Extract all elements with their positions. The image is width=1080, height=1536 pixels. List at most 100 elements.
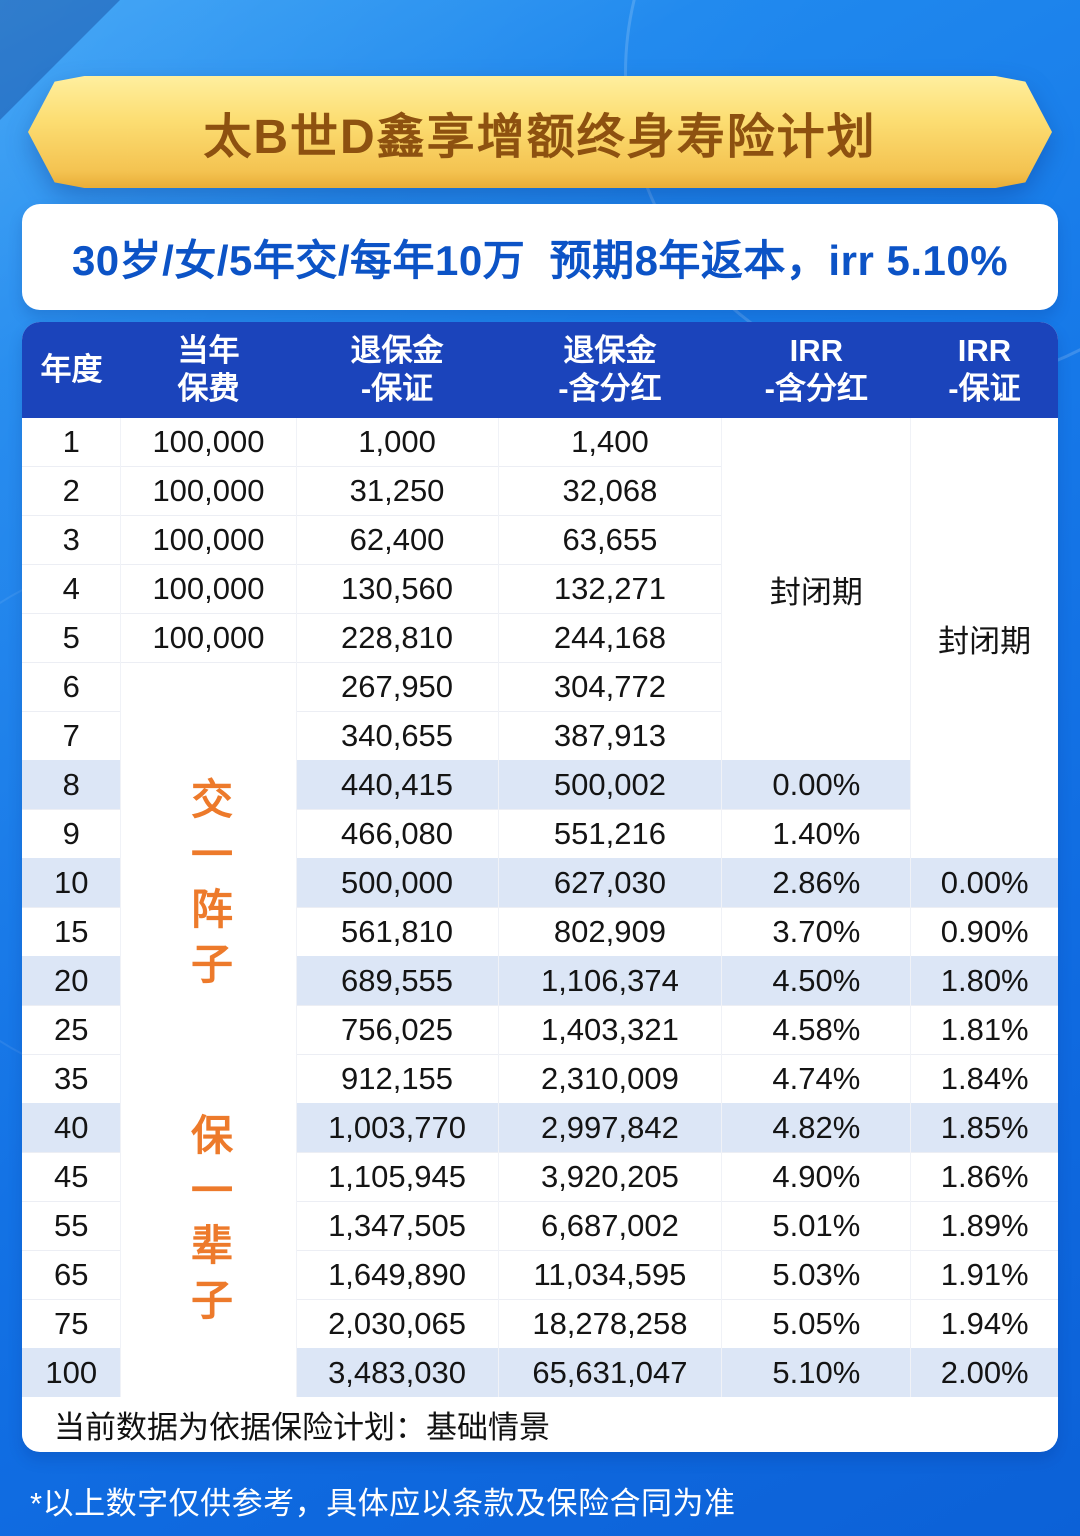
cell-surrender-dividend: 132,271: [497, 564, 722, 614]
cell-surrender-guaranteed: 1,649,890: [295, 1250, 499, 1300]
cell-surrender-guaranteed: 500,000: [295, 858, 499, 908]
cell-irr-guaranteed: 1.89%: [910, 1201, 1058, 1251]
cell-irr-guaranteed: 1.80%: [910, 956, 1058, 1006]
cell-irr-guaranteed: 1.85%: [910, 1103, 1058, 1153]
table-row: 6 交一阵子 保一辈子 267,950 304,772: [22, 662, 1058, 1397]
cell-surrender-dividend: 3,920,205: [497, 1152, 722, 1202]
cell-year: 9: [22, 809, 121, 859]
cell-year: 40: [22, 1103, 121, 1153]
cell-irr-dividend: 4.90%: [721, 1152, 911, 1202]
benefit-table: 年度 当年 保费 退保金 -保证 退保金 -含分红 IRR -含分红 IRR -…: [22, 322, 1058, 1397]
table-row: 15 561,810 802,909 3.70% 0.90%: [22, 907, 1058, 957]
cell-irr-guaranteed: 1.86%: [910, 1152, 1058, 1202]
table-row: 9 466,080 551,216 1.40%: [22, 809, 1058, 859]
cell-surrender-guaranteed: 228,810: [295, 613, 499, 663]
cell-premium: 100,000: [120, 515, 297, 565]
cell-irr-guaranteed: 1.81%: [910, 1005, 1058, 1055]
cell-year: 75: [22, 1299, 121, 1349]
cell-irr-dividend: 1.40%: [721, 809, 911, 859]
cell-surrender-dividend: 32,068: [497, 466, 722, 516]
disclaimer-note: *以上数字仅供参考，具体应以条款及保险合同为准: [30, 1486, 736, 1521]
cell-surrender-guaranteed: 1,105,945: [295, 1152, 499, 1202]
cell-surrender-dividend: 802,909: [497, 907, 722, 957]
header-surrender-guaranteed: 退保金 -保证: [296, 322, 499, 418]
table-row: 40 1,003,770 2,997,842 4.82% 1.85%: [22, 1103, 1058, 1153]
cell-surrender-guaranteed: 31,250: [295, 466, 499, 516]
table-row: 45 1,105,945 3,920,205 4.90% 1.86%: [22, 1152, 1058, 1202]
cell-surrender-dividend: 63,655: [497, 515, 722, 565]
cell-surrender-dividend: 6,687,002: [497, 1201, 722, 1251]
cell-irr-guaranteed: 1.84%: [910, 1054, 1058, 1104]
cell-year: 55: [22, 1201, 121, 1251]
plan-title-banner: 太B世D鑫享增额终身寿险计划: [28, 76, 1052, 188]
table-row: 1 100,000 1,000 1,400 封闭期 封闭期: [22, 418, 1058, 859]
cell-year: 10: [22, 858, 121, 908]
table-row: 20 689,555 1,106,374 4.50% 1.80%: [22, 956, 1058, 1006]
cell-premium: 100,000: [120, 564, 297, 614]
cell-surrender-guaranteed: 1,000: [295, 418, 499, 467]
table-row: 7 340,655 387,913: [22, 711, 1058, 761]
cell-closed-period-irr-dividend: 封闭期: [721, 418, 911, 761]
cell-year: 6: [22, 662, 121, 712]
cell-surrender-guaranteed: 3,483,030: [295, 1348, 499, 1397]
header-irr-guaranteed: IRR -保证: [910, 322, 1058, 418]
header-annual-premium: 当年 保费: [120, 322, 297, 418]
cell-irr-dividend: 2.86%: [721, 858, 911, 908]
cell-irr-dividend: 5.01%: [721, 1201, 911, 1251]
cell-year: 5: [22, 613, 121, 663]
cell-surrender-guaranteed: 1,003,770: [295, 1103, 499, 1153]
cell-surrender-guaranteed: 912,155: [295, 1054, 499, 1104]
cell-surrender-dividend: 18,278,258: [497, 1299, 722, 1349]
cell-surrender-dividend: 11,034,595: [497, 1250, 722, 1300]
premium-phase-label-pay: 交一阵子: [185, 777, 233, 997]
plan-title-ribbon: 太B世D鑫享增额终身寿险计划: [28, 76, 1052, 188]
cell-irr-guaranteed: 1.91%: [910, 1250, 1058, 1300]
scenario-note: 当前数据为依据保险计划：基础情景: [22, 1397, 1058, 1451]
cell-surrender-guaranteed: 2,030,065: [295, 1299, 499, 1349]
cell-irr-guaranteed: 2.00%: [910, 1348, 1058, 1397]
table-row: 55 1,347,505 6,687,002 5.01% 1.89%: [22, 1201, 1058, 1251]
cell-surrender-dividend: 551,216: [497, 809, 722, 859]
cell-surrender-dividend: 387,913: [497, 711, 722, 761]
cell-irr-dividend: 3.70%: [721, 907, 911, 957]
cell-year: 4: [22, 564, 121, 614]
cell-surrender-guaranteed: 267,950: [295, 662, 499, 712]
cell-irr-guaranteed: 1.94%: [910, 1299, 1058, 1349]
table-row: 8 440,415 500,002 0.00%: [22, 760, 1058, 810]
cell-year: 100: [22, 1348, 121, 1397]
cell-year: 7: [22, 711, 121, 761]
plan-summary-card: 30岁/女/5年交/每年10万 预期8年返本，irr 5.10%: [22, 204, 1058, 310]
cell-irr-dividend: 4.50%: [721, 956, 911, 1006]
cell-year: 45: [22, 1152, 121, 1202]
plan-summary-text: 30岁/女/5年交/每年10万 预期8年返本，irr 5.10%: [71, 236, 1009, 284]
table-row: 5 100,000 228,810 244,168: [22, 613, 1058, 663]
cell-surrender-guaranteed: 689,555: [295, 956, 499, 1006]
cell-year: 3: [22, 515, 121, 565]
cell-irr-dividend: 5.05%: [721, 1299, 911, 1349]
table-row: 2 100,000 31,250 32,068: [22, 466, 1058, 516]
cell-year: 2: [22, 466, 121, 516]
cell-surrender-dividend: 65,631,047: [497, 1348, 722, 1397]
cell-surrender-guaranteed: 340,655: [295, 711, 499, 761]
cell-surrender-dividend: 1,403,321: [497, 1005, 722, 1055]
cell-surrender-guaranteed: 440,415: [295, 760, 499, 810]
table-row: 100 3,483,030 65,631,047 5.10% 2.00%: [22, 1348, 1058, 1397]
cell-year: 1: [22, 418, 121, 467]
cell-irr-guaranteed: 0.90%: [910, 907, 1058, 957]
cell-surrender-dividend: 500,002: [497, 760, 722, 810]
cell-year: 15: [22, 907, 121, 957]
cell-surrender-dividend: 627,030: [497, 858, 722, 908]
cell-surrender-guaranteed: 756,025: [295, 1005, 499, 1055]
cell-closed-period-irr-guaranteed: 封闭期: [910, 418, 1058, 859]
table-row: 4 100,000 130,560 132,271: [22, 564, 1058, 614]
cell-surrender-guaranteed: 466,080: [295, 809, 499, 859]
premium-phase-label-life: 保一辈子: [185, 1113, 233, 1333]
header-irr-dividend: IRR -含分红: [721, 322, 911, 418]
cell-surrender-dividend: 1,106,374: [497, 956, 722, 1006]
cell-year: 25: [22, 1005, 121, 1055]
cell-surrender-guaranteed: 561,810: [295, 907, 499, 957]
table-row: 35 912,155 2,310,009 4.74% 1.84%: [22, 1054, 1058, 1104]
table-row: 25 756,025 1,403,321 4.58% 1.81%: [22, 1005, 1058, 1055]
table-header-row: 年度 当年 保费 退保金 -保证 退保金 -含分红 IRR -含分红 IRR -…: [22, 322, 1058, 418]
